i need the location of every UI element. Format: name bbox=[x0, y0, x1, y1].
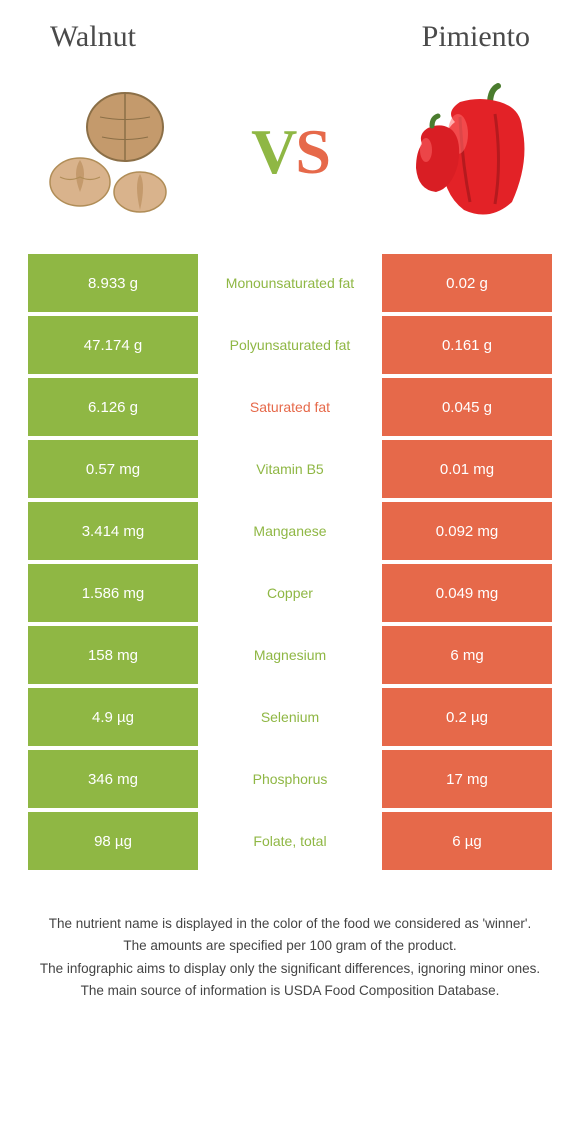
left-value-cell: 8.933 g bbox=[28, 254, 198, 312]
table-row: 4.9 µgSelenium0.2 µg bbox=[28, 688, 552, 746]
table-row: 346 mgPhosphorus17 mg bbox=[28, 750, 552, 808]
right-value-cell: 6 µg bbox=[382, 812, 552, 870]
right-value-cell: 6 mg bbox=[382, 626, 552, 684]
footer-notes: The nutrient name is displayed in the co… bbox=[0, 874, 580, 1023]
left-value-cell: 47.174 g bbox=[28, 316, 198, 374]
right-value-cell: 0.2 µg bbox=[382, 688, 552, 746]
left-food-title: Walnut bbox=[50, 20, 136, 54]
comparison-table: 8.933 gMonounsaturated fat0.02 g47.174 g… bbox=[0, 254, 580, 870]
footer-line: The infographic aims to display only the… bbox=[30, 959, 550, 979]
nutrient-name-cell: Saturated fat bbox=[198, 378, 382, 436]
vs-label: VS bbox=[251, 115, 329, 189]
table-row: 3.414 mgManganese0.092 mg bbox=[28, 502, 552, 560]
nutrient-name-cell: Folate, total bbox=[198, 812, 382, 870]
nutrient-name-cell: Monounsaturated fat bbox=[198, 254, 382, 312]
right-value-cell: 0.161 g bbox=[382, 316, 552, 374]
walnut-image bbox=[30, 72, 190, 232]
right-value-cell: 0.01 mg bbox=[382, 440, 552, 498]
nutrient-name-cell: Phosphorus bbox=[198, 750, 382, 808]
left-value-cell: 346 mg bbox=[28, 750, 198, 808]
left-value-cell: 1.586 mg bbox=[28, 564, 198, 622]
vs-letter-s: S bbox=[295, 115, 329, 189]
right-food-title: Pimiento bbox=[422, 20, 530, 54]
table-row: 98 µgFolate, total6 µg bbox=[28, 812, 552, 870]
left-value-cell: 0.57 mg bbox=[28, 440, 198, 498]
footer-line: The main source of information is USDA F… bbox=[30, 981, 550, 1001]
left-value-cell: 158 mg bbox=[28, 626, 198, 684]
table-row: 158 mgMagnesium6 mg bbox=[28, 626, 552, 684]
table-row: 1.586 mgCopper0.049 mg bbox=[28, 564, 552, 622]
left-value-cell: 4.9 µg bbox=[28, 688, 198, 746]
nutrient-name-cell: Selenium bbox=[198, 688, 382, 746]
nutrient-name-cell: Vitamin B5 bbox=[198, 440, 382, 498]
hero-row: VS bbox=[0, 64, 580, 254]
table-row: 0.57 mgVitamin B50.01 mg bbox=[28, 440, 552, 498]
table-row: 6.126 gSaturated fat0.045 g bbox=[28, 378, 552, 436]
right-value-cell: 0.045 g bbox=[382, 378, 552, 436]
footer-line: The nutrient name is displayed in the co… bbox=[30, 914, 550, 934]
right-value-cell: 17 mg bbox=[382, 750, 552, 808]
pepper-image bbox=[390, 72, 550, 232]
right-value-cell: 0.049 mg bbox=[382, 564, 552, 622]
right-value-cell: 0.02 g bbox=[382, 254, 552, 312]
left-value-cell: 6.126 g bbox=[28, 378, 198, 436]
nutrient-name-cell: Magnesium bbox=[198, 626, 382, 684]
table-row: 47.174 gPolyunsaturated fat0.161 g bbox=[28, 316, 552, 374]
nutrient-name-cell: Manganese bbox=[198, 502, 382, 560]
right-value-cell: 0.092 mg bbox=[382, 502, 552, 560]
table-row: 8.933 gMonounsaturated fat0.02 g bbox=[28, 254, 552, 312]
footer-line: The amounts are specified per 100 gram o… bbox=[30, 936, 550, 956]
left-value-cell: 98 µg bbox=[28, 812, 198, 870]
nutrient-name-cell: Polyunsaturated fat bbox=[198, 316, 382, 374]
left-value-cell: 3.414 mg bbox=[28, 502, 198, 560]
vs-letter-v: V bbox=[251, 115, 295, 189]
nutrient-name-cell: Copper bbox=[198, 564, 382, 622]
